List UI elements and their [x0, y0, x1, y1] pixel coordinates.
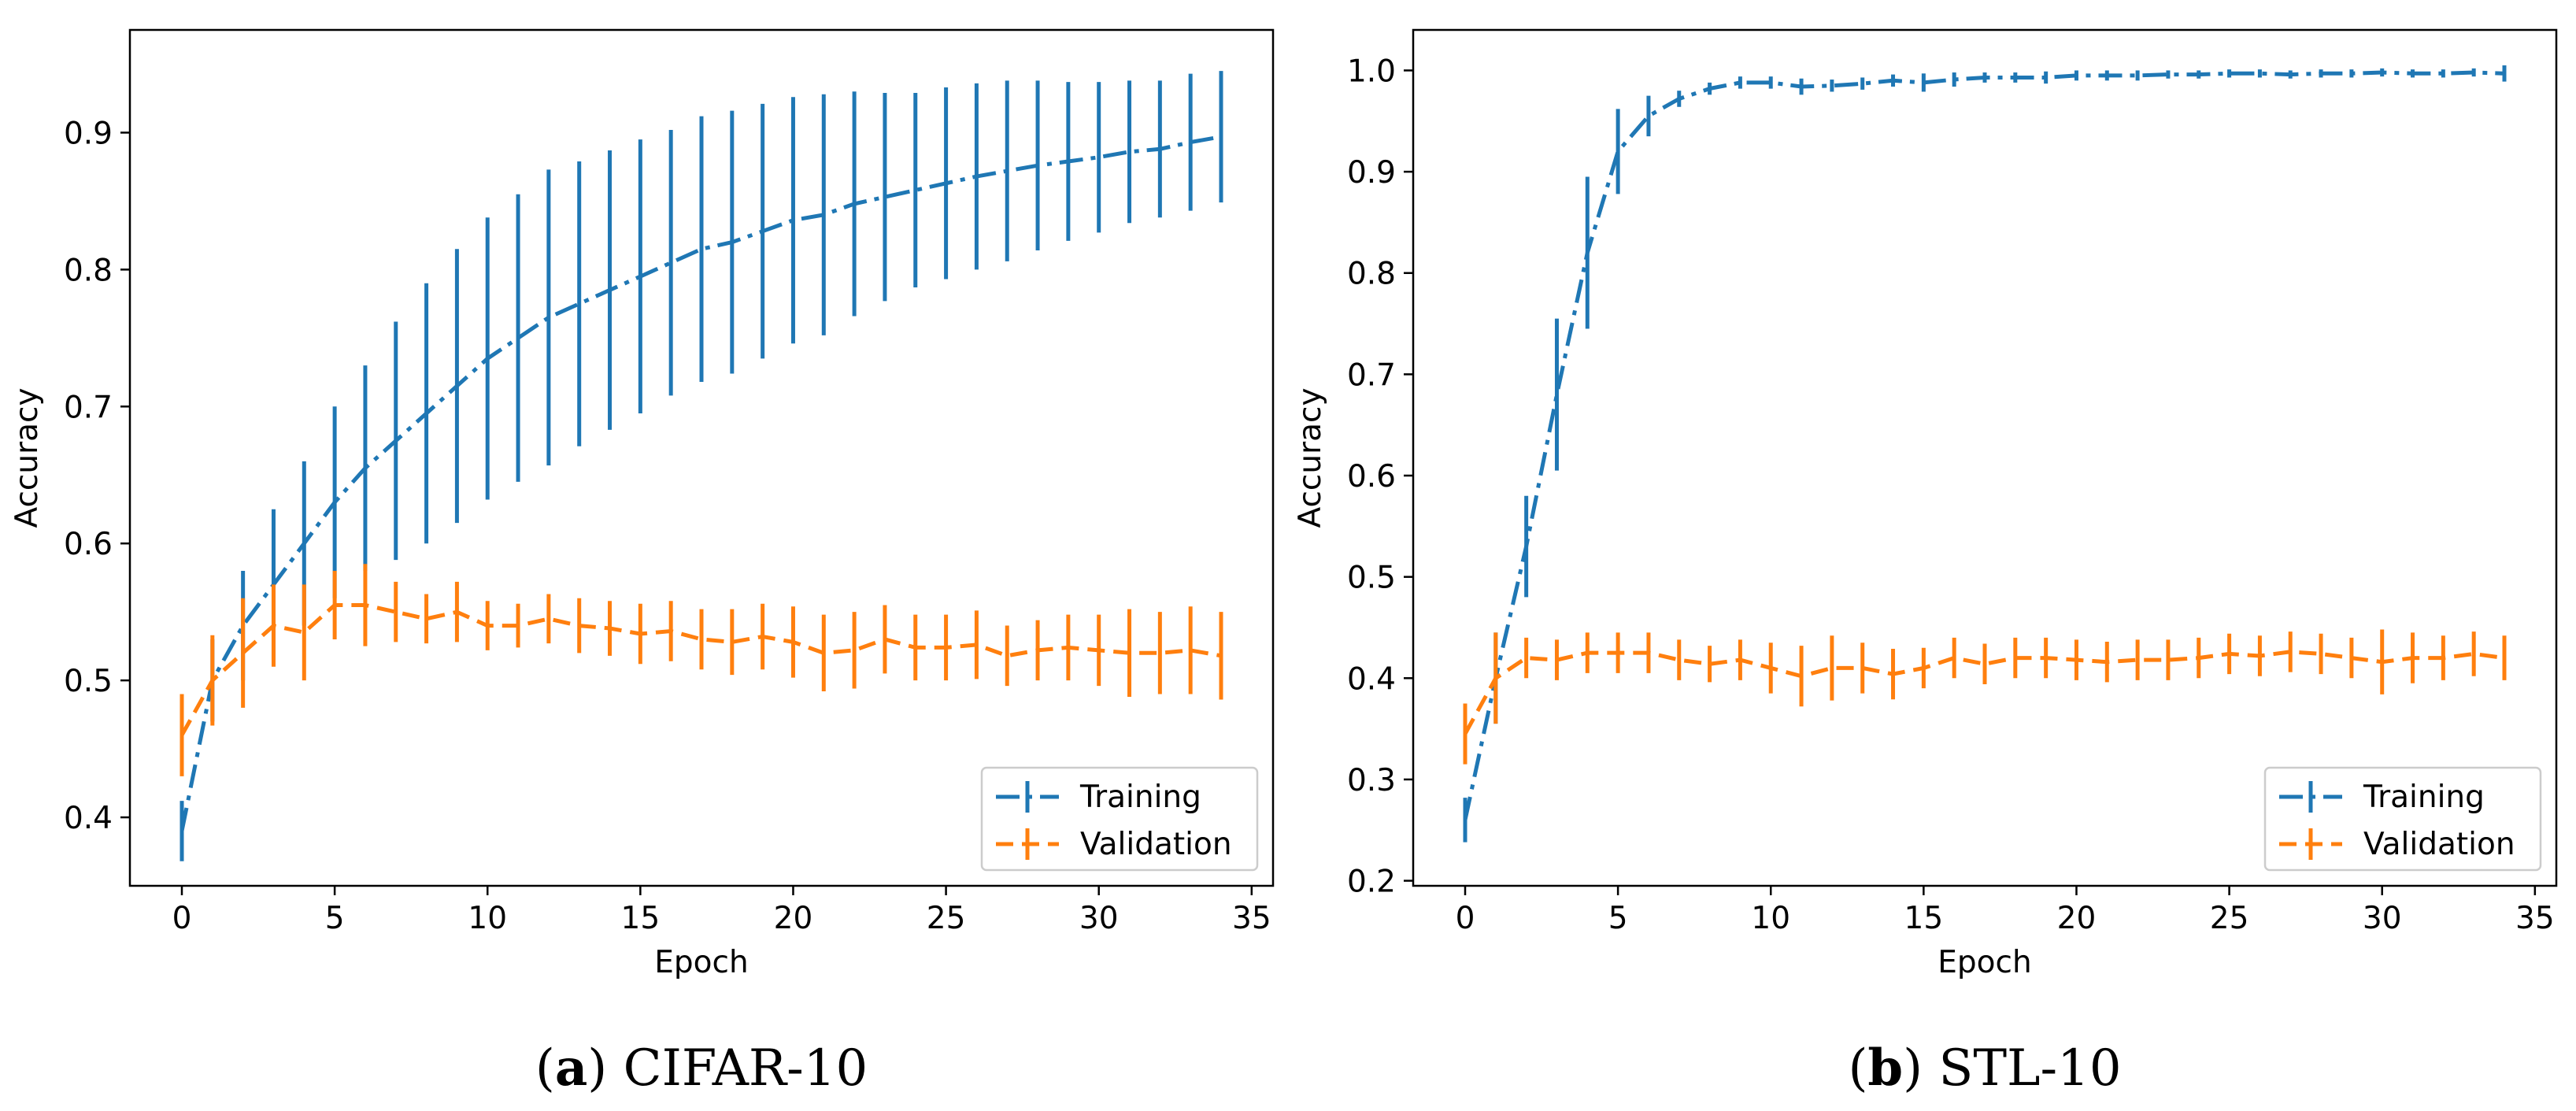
- x-tick-label: 0: [1456, 901, 1475, 936]
- y-tick-label: 1.0: [1347, 54, 1396, 89]
- y-tick-label: 0.5: [64, 664, 113, 699]
- legend-entry-training: Training: [2279, 780, 2485, 815]
- y-tick-label: 0.8: [1347, 257, 1396, 292]
- series-marks: [180, 71, 1223, 861]
- legend-label-validation: Validation: [1080, 827, 1232, 862]
- axes-frame: [1412, 28, 2558, 887]
- caption-text: STL-10: [1938, 1039, 2121, 1098]
- x-tick-label: 10: [468, 901, 507, 936]
- y-ticks: 0.4 0.5 0.6 0.7 0.8 0.9: [64, 116, 130, 836]
- y-ticks: 0.2 0.3 0.4 0.5 0.6 0.7 0.8 0.9 1.0: [1347, 54, 1413, 900]
- legend-label-training: Training: [1079, 780, 1201, 815]
- y-tick-label: 0.2: [1347, 865, 1396, 900]
- legend-swatch-validation: [2279, 828, 2342, 860]
- axes-frame: [128, 28, 1275, 887]
- series-line: [1463, 650, 2505, 735]
- x-tick-label: 15: [1904, 901, 1944, 936]
- x-tick-label: 20: [2057, 901, 2097, 936]
- x-axis-label: Epoch: [1938, 945, 2031, 980]
- chart-stl10: 0 5 10 15 20 25 30 35 0.2 0.3 0.4 0.5 0.6 0.7 0.8 0.9 1…: [1293, 28, 2558, 1098]
- x-tick-label: 25: [927, 901, 966, 936]
- x-tick-label: 20: [774, 901, 813, 936]
- caption-letter: a: [555, 1039, 587, 1098]
- series-line: [180, 603, 1222, 736]
- y-tick-label: 0.7: [64, 390, 113, 425]
- chart-cifar10: 0 5 10 15 20 25 30 35 0.40.50.60.70.80.9 Epoch …: [9, 28, 1275, 1098]
- x-tick-label: 25: [2210, 901, 2249, 936]
- x-tick-label: 30: [2363, 901, 2402, 936]
- legend-label-training: Training: [2363, 780, 2485, 815]
- series-line: [1463, 70, 2505, 820]
- y-tick-label: 0.9: [1347, 155, 1396, 191]
- y-tick-label: 0.8: [64, 253, 113, 288]
- series-validation: [1463, 629, 2507, 765]
- x-tick-label: 15: [621, 901, 661, 936]
- caption-b: (b) STL-10: [1848, 1039, 2121, 1098]
- series-validation: [180, 564, 1223, 776]
- legend-swatch-validation: [996, 828, 1059, 860]
- x-tick-label: 0: [172, 901, 192, 936]
- legend-entry-validation: Validation: [996, 827, 1232, 862]
- y-tick-label: 0.4: [64, 801, 113, 836]
- y-tick-label: 0.9: [64, 116, 113, 151]
- x-tick-label: 30: [1079, 901, 1119, 936]
- legend-entry-validation: Validation: [2279, 827, 2515, 862]
- legend-label-validation: Validation: [2363, 827, 2515, 862]
- legend-entry-training: Training: [996, 780, 1201, 815]
- legend-swatch-training: [996, 781, 1059, 813]
- series-training: [180, 71, 1223, 861]
- caption-text: CIFAR-10: [624, 1039, 868, 1098]
- legend: Training Validation: [980, 766, 1259, 872]
- y-tick-label: 0.7: [1347, 357, 1396, 393]
- x-tick-label: 5: [1608, 901, 1628, 936]
- legend-swatch-training: [2279, 781, 2342, 813]
- series-line: [180, 135, 1222, 831]
- x-tick-label: 10: [1751, 901, 1790, 936]
- y-axis-label: Accuracy: [9, 387, 45, 528]
- series-marks: [1463, 65, 2507, 843]
- y-tick-label: 0.3: [1347, 763, 1396, 798]
- y-axis-label: Accuracy: [1293, 387, 1328, 528]
- y-tick-label: 0.6: [64, 527, 113, 562]
- caption-a: (a) CIFAR-10: [535, 1039, 868, 1098]
- y-tick-label: 0.6: [1347, 459, 1396, 494]
- y-tick-label: 0.4: [1347, 661, 1396, 697]
- caption-letter: b: [1867, 1039, 1903, 1098]
- legend: Training Validation: [2263, 766, 2542, 872]
- x-axis-label: Epoch: [654, 945, 748, 980]
- series-training: [1463, 65, 2507, 843]
- x-tick-label: 35: [2515, 901, 2555, 936]
- x-tick-label: 5: [325, 901, 345, 936]
- x-ticks: 0 5 10 15 20 25 30 35: [1456, 886, 2555, 936]
- y-tick-label: 0.5: [1347, 561, 1396, 596]
- x-tick-label: 35: [1232, 901, 1271, 936]
- x-ticks: 0 5 10 15 20 25 30 35: [172, 886, 1271, 936]
